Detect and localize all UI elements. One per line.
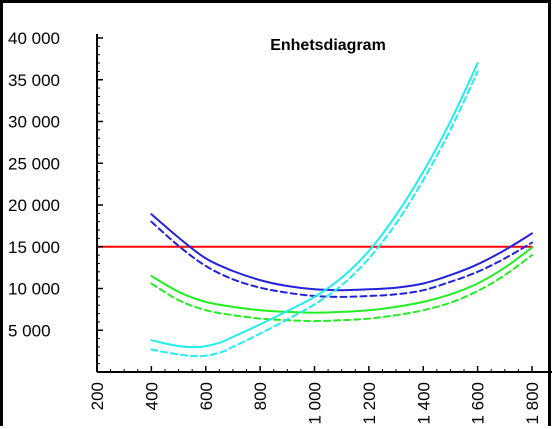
x-tick-label: 1 000 — [306, 382, 325, 425]
chart-title: Enhetsdiagram — [270, 37, 386, 54]
x-tick-label: 600 — [197, 382, 216, 410]
y-tick-label: 25 000 — [8, 154, 60, 173]
y-tick-label: 15 000 — [8, 238, 60, 257]
axis-layer: 5 000 10 000 15 000 20 000 25 000 30 000 35 00… — [8, 29, 552, 425]
x-tick-label: 400 — [142, 382, 161, 410]
y-tick-label: 5 000 — [8, 321, 51, 340]
y-tick-label: 10 000 — [8, 280, 60, 299]
series-line-6 — [150, 62, 479, 349]
series-line-4 — [150, 246, 533, 314]
y-tick-label: 20 000 — [8, 196, 60, 215]
series-line-7 — [150, 70, 479, 358]
x-tick-label: 800 — [251, 382, 270, 410]
series-layer — [96, 62, 533, 358]
x-tick-label: 1 400 — [414, 382, 433, 425]
y-tick-label: 35 000 — [8, 71, 60, 90]
y-tick-label: 30 000 — [8, 113, 60, 132]
x-tick-label: 200 — [88, 382, 107, 410]
x-tick-label: 1 200 — [360, 382, 379, 425]
x-tick-label: 1 600 — [469, 382, 488, 425]
y-tick-label: 40 000 — [8, 29, 60, 48]
series-line-2 — [150, 213, 533, 292]
series-line-5 — [150, 254, 533, 323]
x-tick-label: 1 800 — [523, 382, 542, 425]
series-line-3 — [150, 220, 533, 298]
